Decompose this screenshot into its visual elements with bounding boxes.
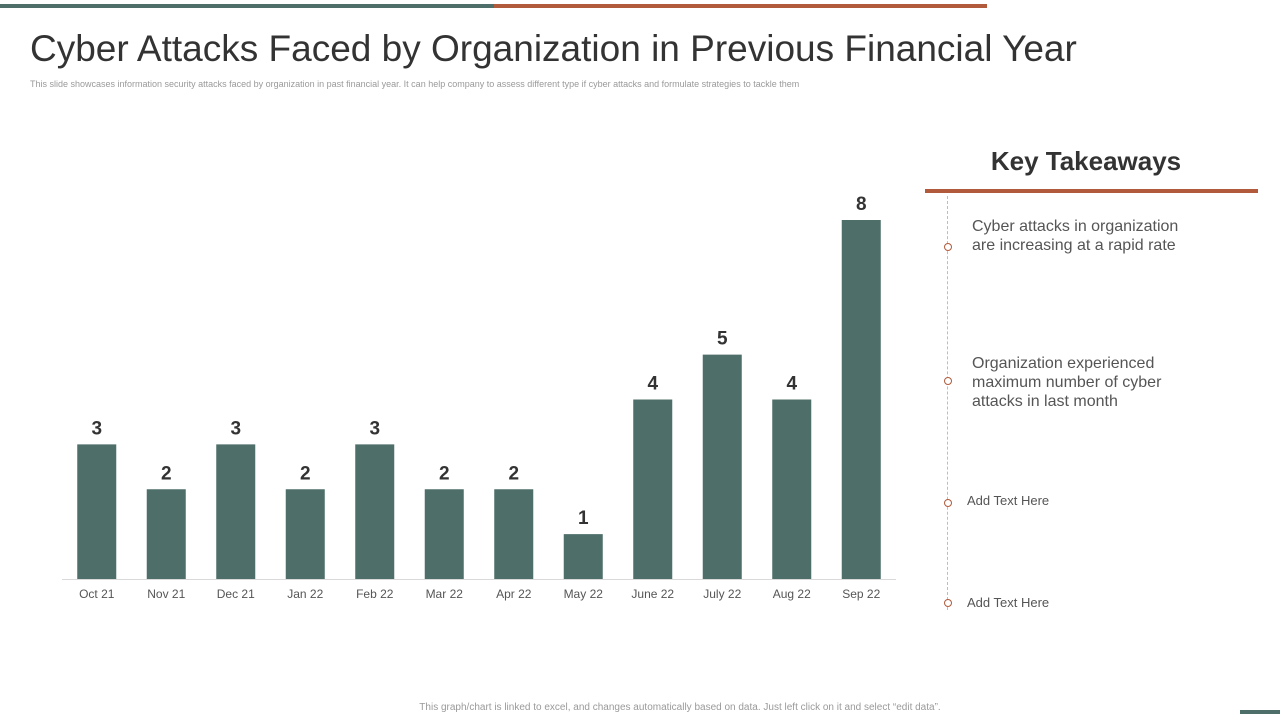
footer-note: This graph/chart is linked to excel, and…	[419, 702, 941, 713]
page-subtitle: This slide showcases information securit…	[30, 79, 800, 89]
top-accent-bar-teal	[0, 4, 494, 8]
takeaway-item-2: Organization experienced maximum number …	[972, 355, 1162, 410]
corner-accent-bar	[1240, 710, 1280, 714]
x-tick-label: Jan 22	[287, 587, 323, 601]
data-label: 3	[369, 418, 380, 439]
data-label: 2	[300, 463, 311, 484]
key-takeaways-underline	[925, 189, 1258, 193]
takeaway-item-4: Add Text Here	[967, 595, 1050, 610]
data-label: 8	[856, 194, 867, 215]
data-label: 5	[717, 329, 728, 350]
data-label: 2	[439, 463, 450, 484]
data-label: 2	[508, 463, 519, 484]
bar-may-22	[563, 534, 603, 579]
takeaway-item-1: Cyber attacks in organization are increa…	[972, 218, 1179, 254]
data-label: 1	[578, 508, 589, 529]
data-label: 2	[161, 463, 172, 484]
bar-aug-22	[772, 399, 812, 579]
x-tick-label: July 22	[703, 587, 741, 601]
x-tick-label: Nov 21	[147, 587, 185, 601]
takeaway-marker-icon	[944, 377, 952, 385]
data-label: 4	[647, 374, 658, 395]
bar-june-22	[633, 399, 673, 579]
key-takeaways-heading: Key Takeaways	[990, 146, 1182, 176]
bar-feb-22	[355, 444, 395, 579]
takeaway-marker-icon	[944, 599, 952, 607]
bar-mar-22	[424, 489, 464, 579]
page-title: Cyber Attacks Faced by Organization in P…	[30, 28, 1077, 69]
data-label: 3	[91, 418, 102, 439]
x-tick-label: Oct 21	[79, 587, 115, 601]
bar-dec-21	[216, 444, 256, 579]
bar-chart: 3 Oct 21 2 Nov 21 3 Dec 21 2 Jan 22 3 Feb 22 2 Mar …	[62, 194, 896, 601]
bar-apr-22	[494, 489, 534, 579]
takeaways-timeline-line	[947, 196, 948, 610]
data-label: 4	[786, 374, 797, 395]
takeaway-item-3: Add Text Here	[967, 493, 1050, 508]
x-tick-label: Sep 22	[842, 587, 880, 601]
bar-oct-21	[77, 444, 117, 579]
x-tick-label: Aug 22	[773, 587, 811, 601]
bar-july-22	[702, 354, 742, 579]
data-label: 3	[230, 418, 241, 439]
x-tick-label: Feb 22	[356, 587, 394, 601]
x-tick-label: May 22	[564, 587, 604, 601]
bar-sep-22	[841, 220, 881, 579]
bar-jan-22	[285, 489, 325, 579]
bar-nov-21	[146, 489, 186, 579]
x-tick-label: Apr 22	[496, 587, 532, 601]
top-accent-bar-rust	[494, 4, 987, 8]
x-tick-label: June 22	[631, 587, 674, 601]
takeaway-marker-icon	[944, 499, 952, 507]
takeaway-marker-icon	[944, 243, 952, 251]
x-tick-label: Mar 22	[426, 587, 464, 601]
x-tick-label: Dec 21	[217, 587, 255, 601]
